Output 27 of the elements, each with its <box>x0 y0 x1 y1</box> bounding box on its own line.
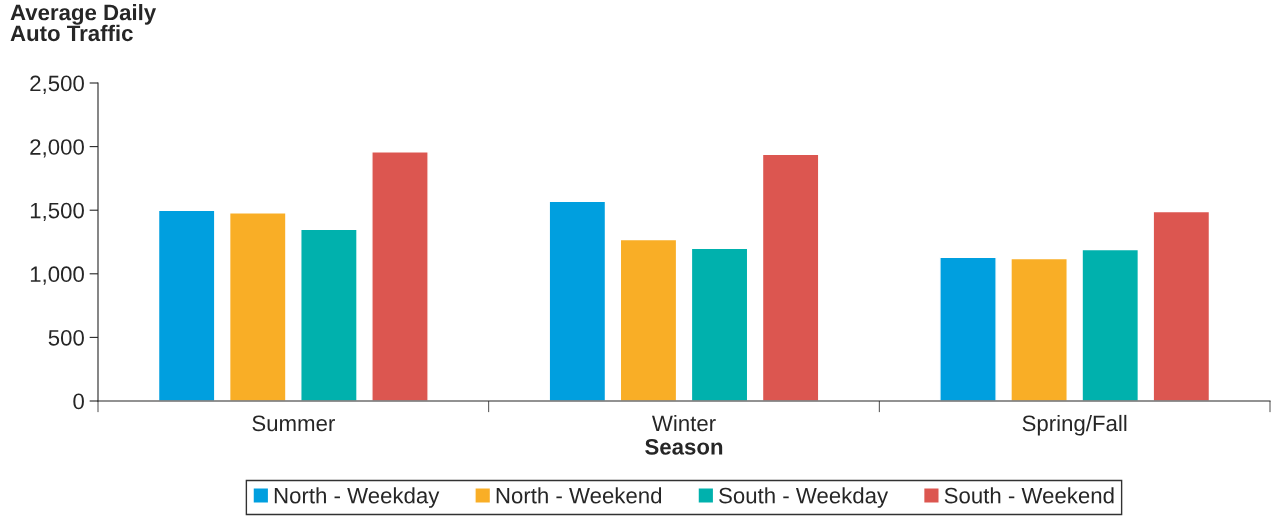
bar <box>939 256 997 401</box>
legend-label: South - Weekday <box>719 487 889 508</box>
y-tick-label: 2,500 <box>30 75 84 94</box>
bar <box>371 150 429 401</box>
y-tick-label: 2,000 <box>30 139 84 158</box>
bar <box>1081 248 1140 401</box>
bar <box>157 209 216 401</box>
bar <box>761 153 820 401</box>
y-tick-label: 1,500 <box>30 202 84 222</box>
y-tick-label: 500 <box>48 329 84 346</box>
bar <box>548 200 607 401</box>
legend-label: North - Weekend <box>496 487 662 504</box>
bar <box>1010 257 1068 401</box>
x-tick-label: Summer <box>252 415 335 432</box>
y-axis-title: Average Daily Auto Traffic <box>10 4 157 42</box>
bar <box>228 212 287 401</box>
x-tick-label: Winter <box>652 414 716 432</box>
y-tick-label: 1,000 <box>30 266 84 285</box>
bar <box>300 228 358 401</box>
bar <box>1152 210 1211 401</box>
legend-label: South - Weekend <box>944 487 1114 504</box>
x-axis-title: Season <box>645 438 723 455</box>
bar <box>619 238 678 401</box>
bar <box>690 247 749 401</box>
y-tick-label: 0 <box>73 393 84 410</box>
legend-label: North - Weekday <box>274 487 440 508</box>
x-tick-label: Spring/Fall <box>1022 414 1127 436</box>
